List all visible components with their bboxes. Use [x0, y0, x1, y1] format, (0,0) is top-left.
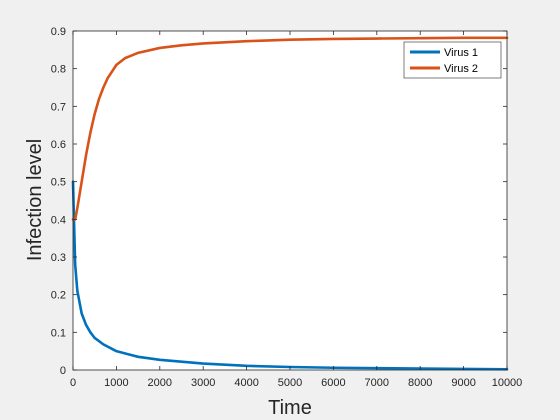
- x-axis-label: Time: [268, 397, 312, 419]
- y-tick-label: 0.4: [51, 214, 66, 226]
- x-tick-label: 0: [70, 377, 76, 389]
- x-tick-label: 10000: [492, 377, 523, 389]
- x-tick-label: 3000: [191, 377, 215, 389]
- y-tick-label: 0.3: [51, 252, 66, 264]
- legend-box: [403, 41, 502, 79]
- y-axis-label: Infection level: [24, 139, 46, 261]
- legend-label-virus-1: Virus 1: [444, 47, 478, 59]
- y-tick-label: 0.5: [51, 177, 66, 189]
- x-tick-label: 2000: [148, 377, 172, 389]
- x-tick-label: 7000: [365, 377, 389, 389]
- y-tick-label: 0.6: [51, 139, 66, 151]
- y-tick-label: 0: [60, 365, 66, 377]
- x-tick-label: 6000: [321, 377, 345, 389]
- y-tick-label: 0.2: [51, 290, 66, 302]
- legend: Virus 1 Virus 2: [403, 41, 502, 79]
- y-tick-label: 0.8: [51, 64, 66, 76]
- y-tick-label: 0.1: [51, 327, 66, 339]
- x-tick-label: 9000: [451, 377, 475, 389]
- plot-area: [73, 31, 507, 370]
- x-tick-label: 1000: [104, 377, 128, 389]
- x-tick-label: 5000: [278, 377, 302, 389]
- series-line-virus-2: [71, 36, 509, 221]
- y-tick-label: 0.7: [51, 101, 66, 113]
- x-tick-label: 4000: [234, 377, 258, 389]
- legend-label-virus-2: Virus 2: [444, 63, 478, 75]
- tick-layer: 0 1000 2000 3000 4000 5000 6000 7000 8000 9000 100…: [51, 26, 523, 389]
- x-tick-label: 8000: [408, 377, 432, 389]
- y-tick-label: 0.9: [51, 26, 66, 38]
